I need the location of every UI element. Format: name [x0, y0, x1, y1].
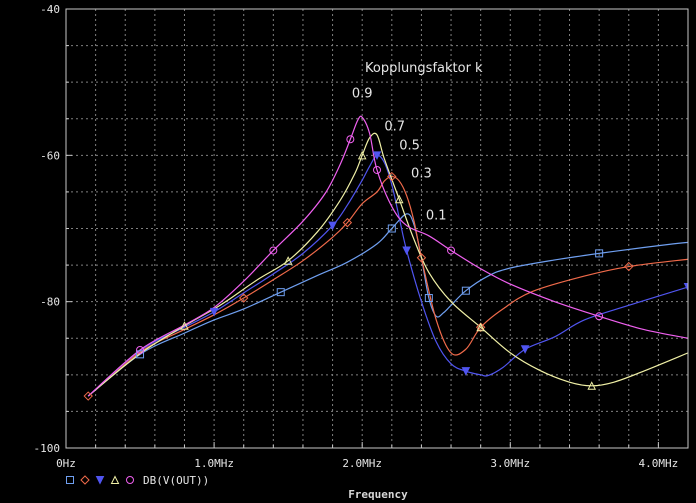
x-tick-label: 0Hz — [56, 457, 76, 470]
series-marker-k-0_7 — [283, 256, 293, 265]
y-tick-label: -40 — [40, 3, 60, 16]
series-marker-k-0_1 — [136, 350, 145, 359]
y-tick-label: -100 — [34, 442, 61, 455]
series-marker-k-0_1 — [387, 224, 396, 233]
series-line-k-0_5 — [87, 154, 688, 397]
series-marker-k-0_5 — [520, 345, 530, 354]
series-marker-k-0_1 — [595, 249, 604, 258]
series-marker-k-0_7 — [357, 150, 367, 160]
legend-marker-square — [66, 476, 74, 484]
x-axis-label: Frequency — [348, 488, 408, 501]
series-labels: 0.1 0.3 0.5 0.7 0.9 — [352, 87, 447, 224]
x-tick-label: 1.0MHz — [194, 457, 234, 470]
series-label-k-0_7: 0.7 — [384, 119, 405, 134]
series-marker-k-0_1 — [461, 286, 470, 295]
series-label-k-0_5: 0.5 — [399, 138, 420, 153]
series-marker-k-0_1 — [424, 294, 433, 303]
y-tick-labels: -40 -60 -80 -100 — [34, 3, 61, 455]
annotation-title: Kopplungsfaktor k — [365, 61, 483, 76]
series-marker-k-0_9 — [136, 345, 145, 354]
series-marker-k-0_9 — [595, 312, 604, 321]
legend-marker-triangle-up — [110, 475, 120, 484]
series-marker-k-0_9 — [373, 165, 381, 174]
series-marker-k-0_3 — [387, 171, 397, 182]
series-marker-k-0_9 — [447, 246, 456, 255]
series-marker-k-0_7 — [180, 321, 189, 330]
y-tick-label: -60 — [40, 149, 60, 162]
axes — [65, 8, 689, 449]
x-tick-label: 2.0MHz — [342, 457, 382, 470]
series-marker-k-0_1 — [276, 288, 285, 297]
legend-marker-triangle-down — [95, 476, 105, 485]
series-marker-k-0_5 — [372, 151, 382, 160]
series-marker-k-0_7 — [476, 322, 485, 332]
series-line-k-0_7 — [87, 132, 688, 397]
series-marker-k-0_9 — [346, 135, 355, 144]
x-tick-label: 3.0MHz — [490, 457, 530, 470]
series-marker-k-0_5 — [328, 221, 337, 231]
series-marker-k-0_3 — [416, 253, 427, 263]
series-label-k-0_1: 0.1 — [426, 209, 447, 224]
series-marker-k-0_5 — [461, 367, 471, 376]
y-tick-label: -80 — [40, 296, 60, 309]
legend — [66, 475, 134, 485]
series-marker-k-0_3 — [342, 217, 353, 228]
marker-layer — [83, 135, 688, 401]
series-marker-k-0_5 — [402, 246, 411, 256]
series-marker-k-0_7 — [394, 194, 404, 204]
x-tick-labels: 0Hz 1.0MHz 2.0MHz 3.0MHz 4.0MHz — [56, 457, 678, 470]
series-marker-k-0_5 — [683, 283, 688, 292]
legend-text: DB(V(OUT)) — [143, 474, 209, 487]
series-marker-k-0_3 — [624, 261, 634, 272]
x-tick-label: 4.0MHz — [639, 457, 679, 470]
series-marker-k-0_5 — [209, 307, 219, 317]
series-label-k-0_3: 0.3 — [411, 166, 432, 181]
series-marker-k-0_3 — [239, 293, 249, 303]
series-label-k-0_9: 0.9 — [352, 87, 373, 102]
series-line-k-0_9 — [87, 115, 688, 397]
legend-marker-circle — [126, 476, 134, 484]
series-marker-k-0_7 — [587, 381, 597, 390]
legend-marker-diamond — [80, 475, 90, 485]
series-marker-k-0_9 — [269, 246, 278, 255]
series-marker-k-0_3 — [83, 391, 93, 401]
